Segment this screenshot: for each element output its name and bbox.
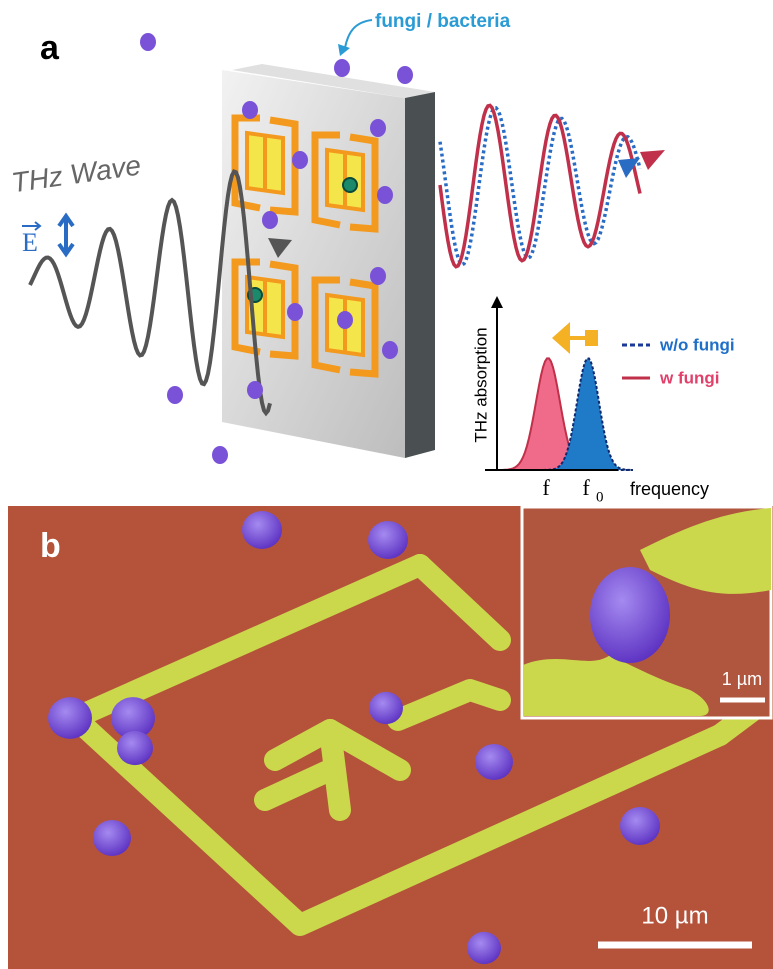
f-label: f (542, 475, 550, 500)
cell (140, 33, 156, 51)
cell (287, 303, 303, 321)
absorption-graph: THz absorption frequency f f 0 w/o fungi… (471, 296, 734, 505)
cell (397, 66, 413, 84)
x-axis-label: frequency (630, 479, 709, 499)
wave-label: THz Wave (10, 149, 143, 198)
panel-label: a (40, 29, 60, 67)
axis-arrow (491, 296, 503, 308)
plate-side (405, 92, 435, 458)
panel-b: b 10 µm 1 µm (8, 506, 773, 969)
cell (292, 151, 308, 169)
cell (242, 101, 258, 119)
inset-scale-label: 1 µm (722, 669, 762, 689)
panel-label: b (40, 527, 61, 565)
cell (262, 211, 278, 229)
shift-arrow (552, 322, 570, 354)
cell (337, 311, 353, 329)
shift-arrow-body (568, 330, 598, 346)
cell (242, 511, 282, 549)
annotation: fungi / bacteria (375, 11, 511, 32)
cell (370, 267, 386, 285)
legend-label: w fungi (659, 368, 719, 387)
cell (247, 381, 263, 399)
scale-label: 10 µm (641, 902, 708, 929)
trapped-cell (343, 178, 357, 192)
sem-inset: 1 µm (522, 507, 771, 718)
cell (475, 744, 513, 780)
inset-cell (590, 567, 670, 663)
cell (117, 731, 153, 765)
cell (369, 692, 403, 724)
figure: a THz Wave E fungi / bacteria THz absorp… (0, 0, 773, 969)
polarization-arrow (59, 216, 73, 254)
wave-arrow-out (640, 150, 665, 170)
cell (620, 807, 660, 845)
field-label: E (22, 228, 38, 257)
cell (377, 186, 393, 204)
cell (93, 820, 131, 856)
cell (382, 341, 398, 359)
legend-label: w/o fungi (659, 335, 735, 354)
cell (467, 932, 501, 964)
cell (48, 697, 92, 739)
f0-subscript: 0 (596, 489, 604, 505)
cell (368, 521, 408, 559)
cell (167, 386, 183, 404)
y-axis-label: THz absorption (471, 327, 490, 442)
f0-label: f (582, 475, 590, 500)
cell (334, 59, 350, 77)
resonator-gap (247, 133, 283, 193)
panel-a: a THz Wave E fungi / bacteria THz absorp… (10, 11, 735, 505)
cell (212, 446, 228, 464)
annotation-line (345, 20, 372, 48)
cell (370, 119, 386, 137)
annotation-arrow (338, 44, 350, 56)
